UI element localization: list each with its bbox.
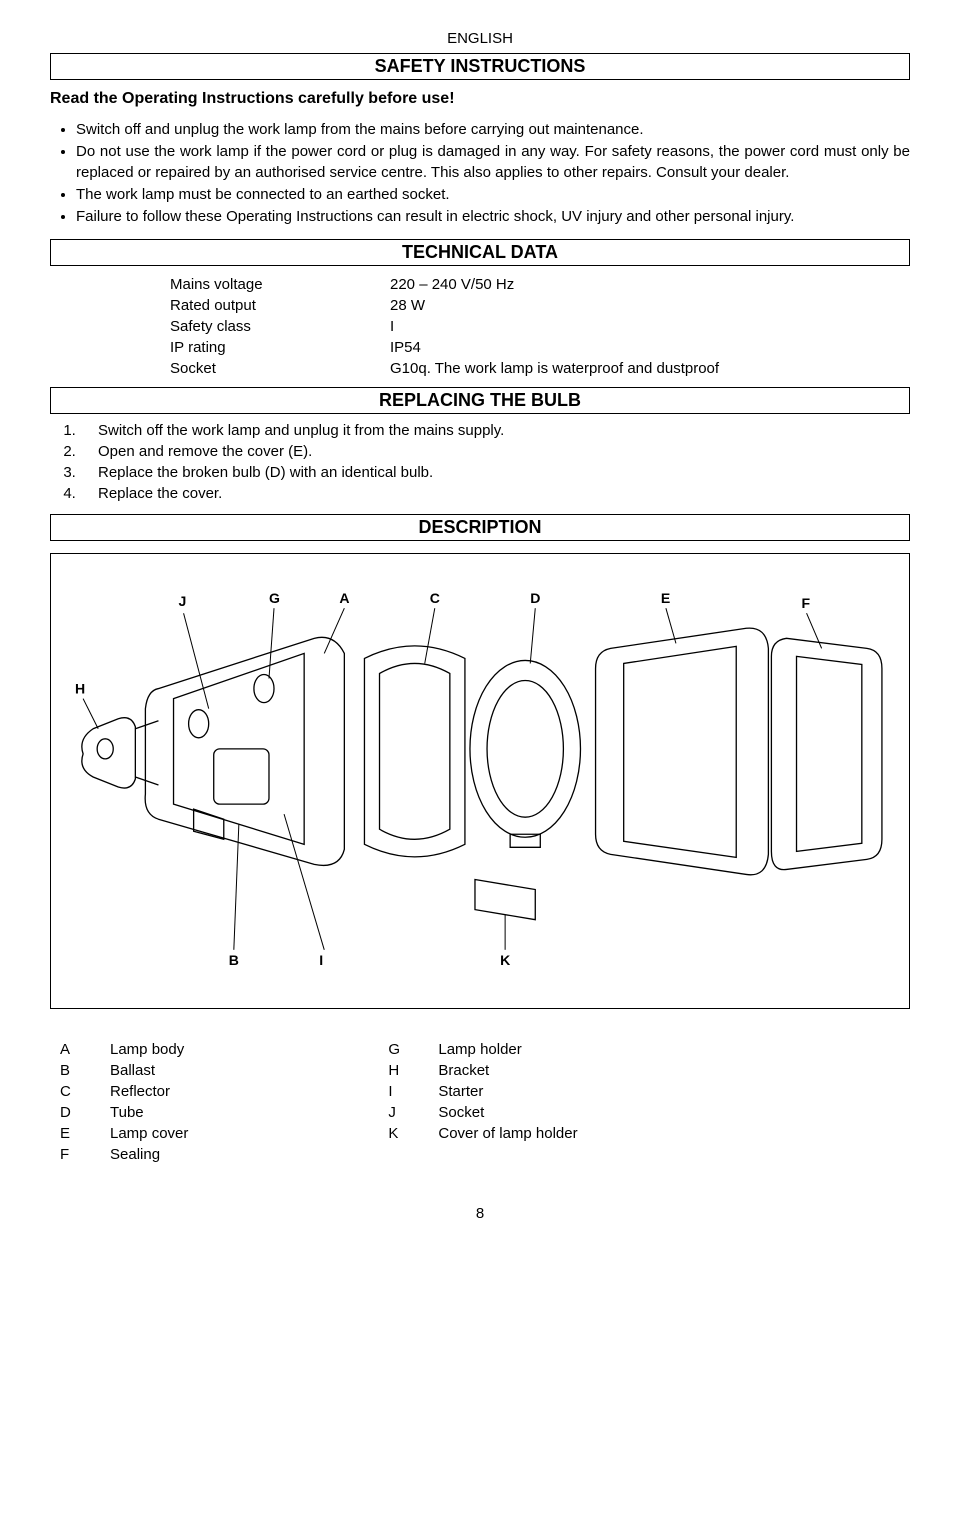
parts-legend: ALamp body BBallast CReflector DTube ELa… — [60, 1039, 910, 1165]
diagram-svg: J G A C D E F H B I K — [63, 574, 897, 984]
tech-row: Socket G10q. The work lamp is waterproof… — [170, 358, 910, 379]
tech-data-table: Mains voltage 220 – 240 V/50 Hz Rated ou… — [170, 274, 910, 379]
part-letter: I — [388, 1081, 438, 1102]
part-letter: C — [60, 1081, 110, 1102]
tech-value: 220 – 240 V/50 Hz — [390, 274, 910, 295]
diagram-label-h: H — [75, 681, 85, 697]
diagram-label-i: I — [319, 952, 323, 968]
page-number: 8 — [50, 1205, 910, 1222]
replace-title: REPLACING THE BULB — [50, 387, 910, 414]
exploded-diagram: J G A C D E F H B I K — [50, 553, 910, 1009]
replace-step: Open and remove the cover (E). — [80, 441, 910, 462]
part-letter: B — [60, 1060, 110, 1081]
diagram-label-a: A — [339, 590, 349, 606]
parts-column-right: GLamp holder HBracket IStarter JSocket K… — [388, 1039, 577, 1165]
safety-bullet-list: Switch off and unplug the work lamp from… — [50, 120, 910, 227]
diagram-label-e: E — [661, 590, 670, 606]
part-row: ALamp body — [60, 1039, 188, 1060]
tech-label: Mains voltage — [170, 274, 390, 295]
part-letter: A — [60, 1039, 110, 1060]
part-letter: E — [60, 1123, 110, 1144]
replace-step: Switch off the work lamp and unplug it f… — [80, 420, 910, 441]
part-row: IStarter — [388, 1081, 577, 1102]
tech-label: Safety class — [170, 316, 390, 337]
part-letter: J — [388, 1102, 438, 1123]
tech-row: Safety class I — [170, 316, 910, 337]
safety-bullet: Switch off and unplug the work lamp from… — [76, 120, 910, 140]
part-letter: H — [388, 1060, 438, 1081]
replace-step: Replace the cover. — [80, 483, 910, 504]
part-letter: K — [388, 1123, 438, 1144]
part-name: Lamp cover — [110, 1123, 188, 1144]
safety-bullet: Do not use the work lamp if the power co… — [76, 142, 910, 183]
part-name: Starter — [438, 1081, 483, 1102]
diagram-label-f: F — [802, 595, 811, 611]
part-row: JSocket — [388, 1102, 577, 1123]
part-name: Bracket — [438, 1060, 489, 1081]
safety-title: SAFETY INSTRUCTIONS — [50, 53, 910, 80]
part-row: BBallast — [60, 1060, 188, 1081]
part-name: Tube — [110, 1102, 144, 1123]
tech-label: Socket — [170, 358, 390, 379]
part-row: KCover of lamp holder — [388, 1123, 577, 1144]
part-letter: F — [60, 1144, 110, 1165]
tech-row: Mains voltage 220 – 240 V/50 Hz — [170, 274, 910, 295]
part-name: Sealing — [110, 1144, 160, 1165]
diagram-label-c: C — [430, 590, 440, 606]
part-row: HBracket — [388, 1060, 577, 1081]
part-row: FSealing — [60, 1144, 188, 1165]
part-row: ELamp cover — [60, 1123, 188, 1144]
part-row: GLamp holder — [388, 1039, 577, 1060]
replace-step: Replace the broken bulb (D) with an iden… — [80, 462, 910, 483]
tech-title: TECHNICAL DATA — [50, 239, 910, 266]
tech-value: IP54 — [390, 337, 910, 358]
page-language-header: ENGLISH — [50, 30, 910, 47]
tech-value: I — [390, 316, 910, 337]
safety-intro: Read the Operating Instructions carefull… — [50, 90, 910, 108]
safety-bullet: The work lamp must be connected to an ea… — [76, 185, 910, 205]
part-name: Lamp holder — [438, 1039, 521, 1060]
diagram-label-k: K — [500, 952, 511, 968]
tech-row: IP rating IP54 — [170, 337, 910, 358]
replace-steps: Switch off the work lamp and unplug it f… — [50, 420, 910, 504]
diagram-label-j: J — [179, 593, 187, 609]
part-name: Cover of lamp holder — [438, 1123, 577, 1144]
safety-bullet: Failure to follow these Operating Instru… — [76, 207, 910, 227]
part-letter: D — [60, 1102, 110, 1123]
diagram-label-d: D — [530, 590, 540, 606]
tech-row: Rated output 28 W — [170, 295, 910, 316]
parts-column-left: ALamp body BBallast CReflector DTube ELa… — [60, 1039, 188, 1165]
part-name: Reflector — [110, 1081, 170, 1102]
tech-value: G10q. The work lamp is waterproof and du… — [390, 358, 910, 379]
part-name: Socket — [438, 1102, 484, 1123]
part-row: DTube — [60, 1102, 188, 1123]
part-name: Ballast — [110, 1060, 155, 1081]
tech-value: 28 W — [390, 295, 910, 316]
part-row: CReflector — [60, 1081, 188, 1102]
diagram-label-b: B — [229, 952, 239, 968]
part-name: Lamp body — [110, 1039, 184, 1060]
tech-label: Rated output — [170, 295, 390, 316]
description-title: DESCRIPTION — [50, 514, 910, 541]
part-letter: G — [388, 1039, 438, 1060]
diagram-label-g: G — [269, 590, 280, 606]
tech-label: IP rating — [170, 337, 390, 358]
